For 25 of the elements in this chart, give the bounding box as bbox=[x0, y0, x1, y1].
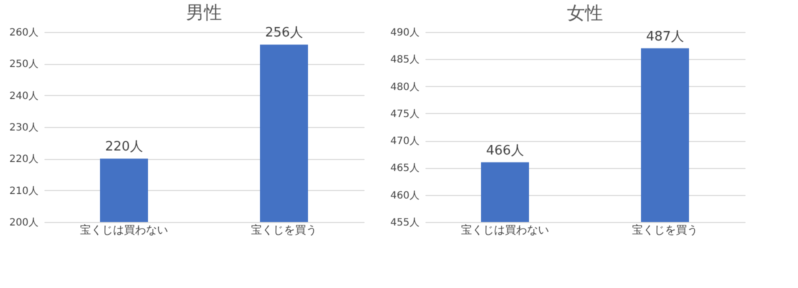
y-tick-label: 465人 bbox=[390, 163, 420, 174]
data-label: 220人 bbox=[105, 140, 143, 155]
y-tick-label: 475人 bbox=[390, 108, 420, 120]
x-tick-label: 宝くじは買わない bbox=[80, 224, 168, 236]
y-tick-label: 230人 bbox=[9, 122, 38, 134]
y-tick-label: 240人 bbox=[9, 90, 38, 102]
data-label: 487人 bbox=[646, 29, 684, 44]
y-tick-label: 485人 bbox=[390, 54, 420, 66]
y-tick-label: 210人 bbox=[9, 186, 38, 197]
chart-title: 男性 bbox=[186, 2, 222, 24]
y-tick-label: 460人 bbox=[390, 190, 420, 202]
y-tick-label: 200人 bbox=[9, 218, 38, 228]
data-label: 466人 bbox=[486, 143, 524, 158]
y-tick-label: 250人 bbox=[9, 59, 38, 70]
y-tick-label: 455人 bbox=[390, 218, 420, 228]
x-tick-label: 宝くじは買わない bbox=[461, 224, 549, 236]
x-tick-label: 宝くじを買う bbox=[251, 224, 317, 236]
y-tick-label: 220人 bbox=[9, 154, 38, 166]
y-tick-label: 480人 bbox=[390, 82, 420, 93]
y-tick-label: 470人 bbox=[390, 136, 420, 148]
chart-title: 女性 bbox=[567, 3, 603, 24]
y-tick-label: 490人 bbox=[390, 28, 420, 38]
y-tick-label: 260人 bbox=[9, 28, 38, 38]
x-tick-label: 宝くじを買う bbox=[632, 224, 698, 236]
data-label: 256人 bbox=[265, 26, 303, 41]
